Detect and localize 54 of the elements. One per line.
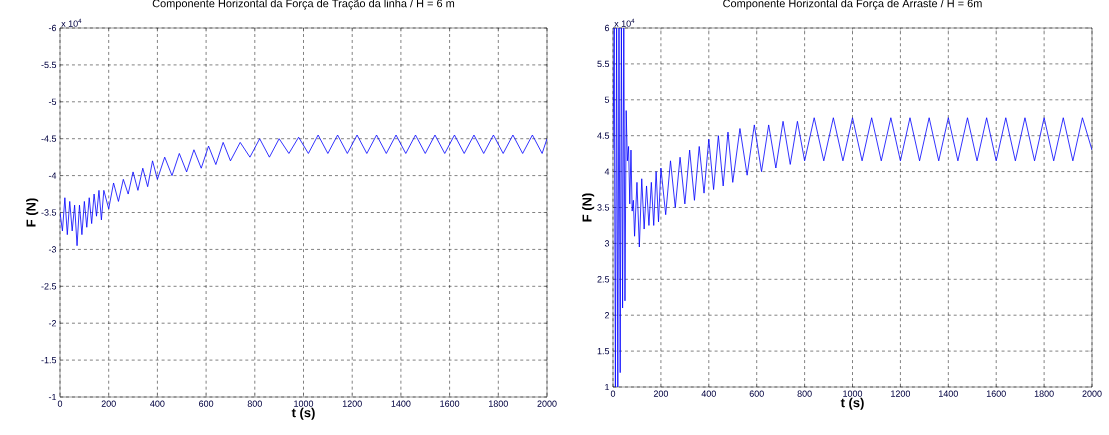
- y-tick-label: -2.5: [41, 283, 57, 290]
- x-tick-label: 1400: [939, 390, 958, 397]
- x-axis-title: t (s): [291, 407, 315, 420]
- y-tick-label: -5.5: [41, 61, 57, 69]
- x-tick-label: 2000: [1082, 390, 1102, 397]
- x-tick-label: 1600: [440, 400, 460, 407]
- y-tick-label: 1: [605, 383, 610, 391]
- y-tick-label: 5.5: [597, 60, 610, 68]
- y-tick-label: -1.5: [41, 356, 57, 364]
- x-tick-label: 1400: [391, 400, 411, 407]
- y-tick-label: 5: [604, 96, 610, 103]
- x-tick-label: 800: [247, 400, 262, 407]
- x-tick-label: 0: [57, 400, 63, 407]
- y-tick-label: -6: [48, 24, 57, 32]
- x-tick-label: 1200: [891, 390, 911, 397]
- y-tick-label: -3: [48, 246, 57, 253]
- x-tick-label: 1800: [1034, 390, 1054, 397]
- x-tick-label: 800: [797, 390, 812, 397]
- y-tick-label: 6: [604, 24, 610, 32]
- y-tick-label: -1: [48, 393, 57, 401]
- x-tick-label: 400: [150, 400, 165, 407]
- chart-title: Componente Horizontal da Força de Arraste / H = 6m: [723, 0, 982, 10]
- x-tick-label: 400: [701, 390, 716, 397]
- y-tick-label: 1.5: [597, 347, 610, 355]
- y-tick-label: 2.5: [597, 276, 610, 283]
- y-tick-label: -2: [48, 320, 57, 327]
- y-tick-label: -5: [48, 98, 57, 105]
- x-axis-title: t (s): [840, 397, 864, 410]
- y-tick-label: -3.5: [41, 209, 57, 216]
- x-tick-label: 1800: [489, 400, 508, 407]
- x-tick-label: 1600: [986, 390, 1006, 397]
- y-tick-label: 3: [604, 240, 610, 247]
- x-tick-label: 200: [653, 390, 669, 397]
- x-tick-label: 1000: [294, 400, 314, 407]
- x-tick-label: 0: [610, 390, 616, 397]
- line-series: [613, 28, 1093, 387]
- x-tick-label: 1000: [843, 390, 863, 397]
- y-tick-label: -4.5: [41, 135, 57, 142]
- line-series: [60, 134, 547, 247]
- x-tick-label: 600: [199, 400, 214, 407]
- y-tick-label: 3.5: [597, 204, 610, 211]
- x-tick-label: 1200: [342, 400, 362, 407]
- chart-title: Componente Horizontal da Força de Tração da linha / H = 6 m: [152, 0, 455, 10]
- y-axis-title: F (N): [26, 198, 39, 227]
- y-tick-label: 2: [604, 312, 610, 319]
- y-tick-label: 4: [604, 168, 610, 175]
- x-tick-label: 2000: [537, 400, 557, 407]
- x-tick-label: 600: [749, 390, 764, 397]
- text: x 10$^{4}$: [61, 18, 82, 27]
- x-tick-label: 200: [101, 400, 116, 407]
- text: x 10$^{4}$: [614, 18, 635, 27]
- y-tick-label: 4.5: [597, 132, 610, 139]
- y-tick-label: -4: [48, 172, 57, 179]
- y-axis-title: F (N): [582, 193, 595, 222]
